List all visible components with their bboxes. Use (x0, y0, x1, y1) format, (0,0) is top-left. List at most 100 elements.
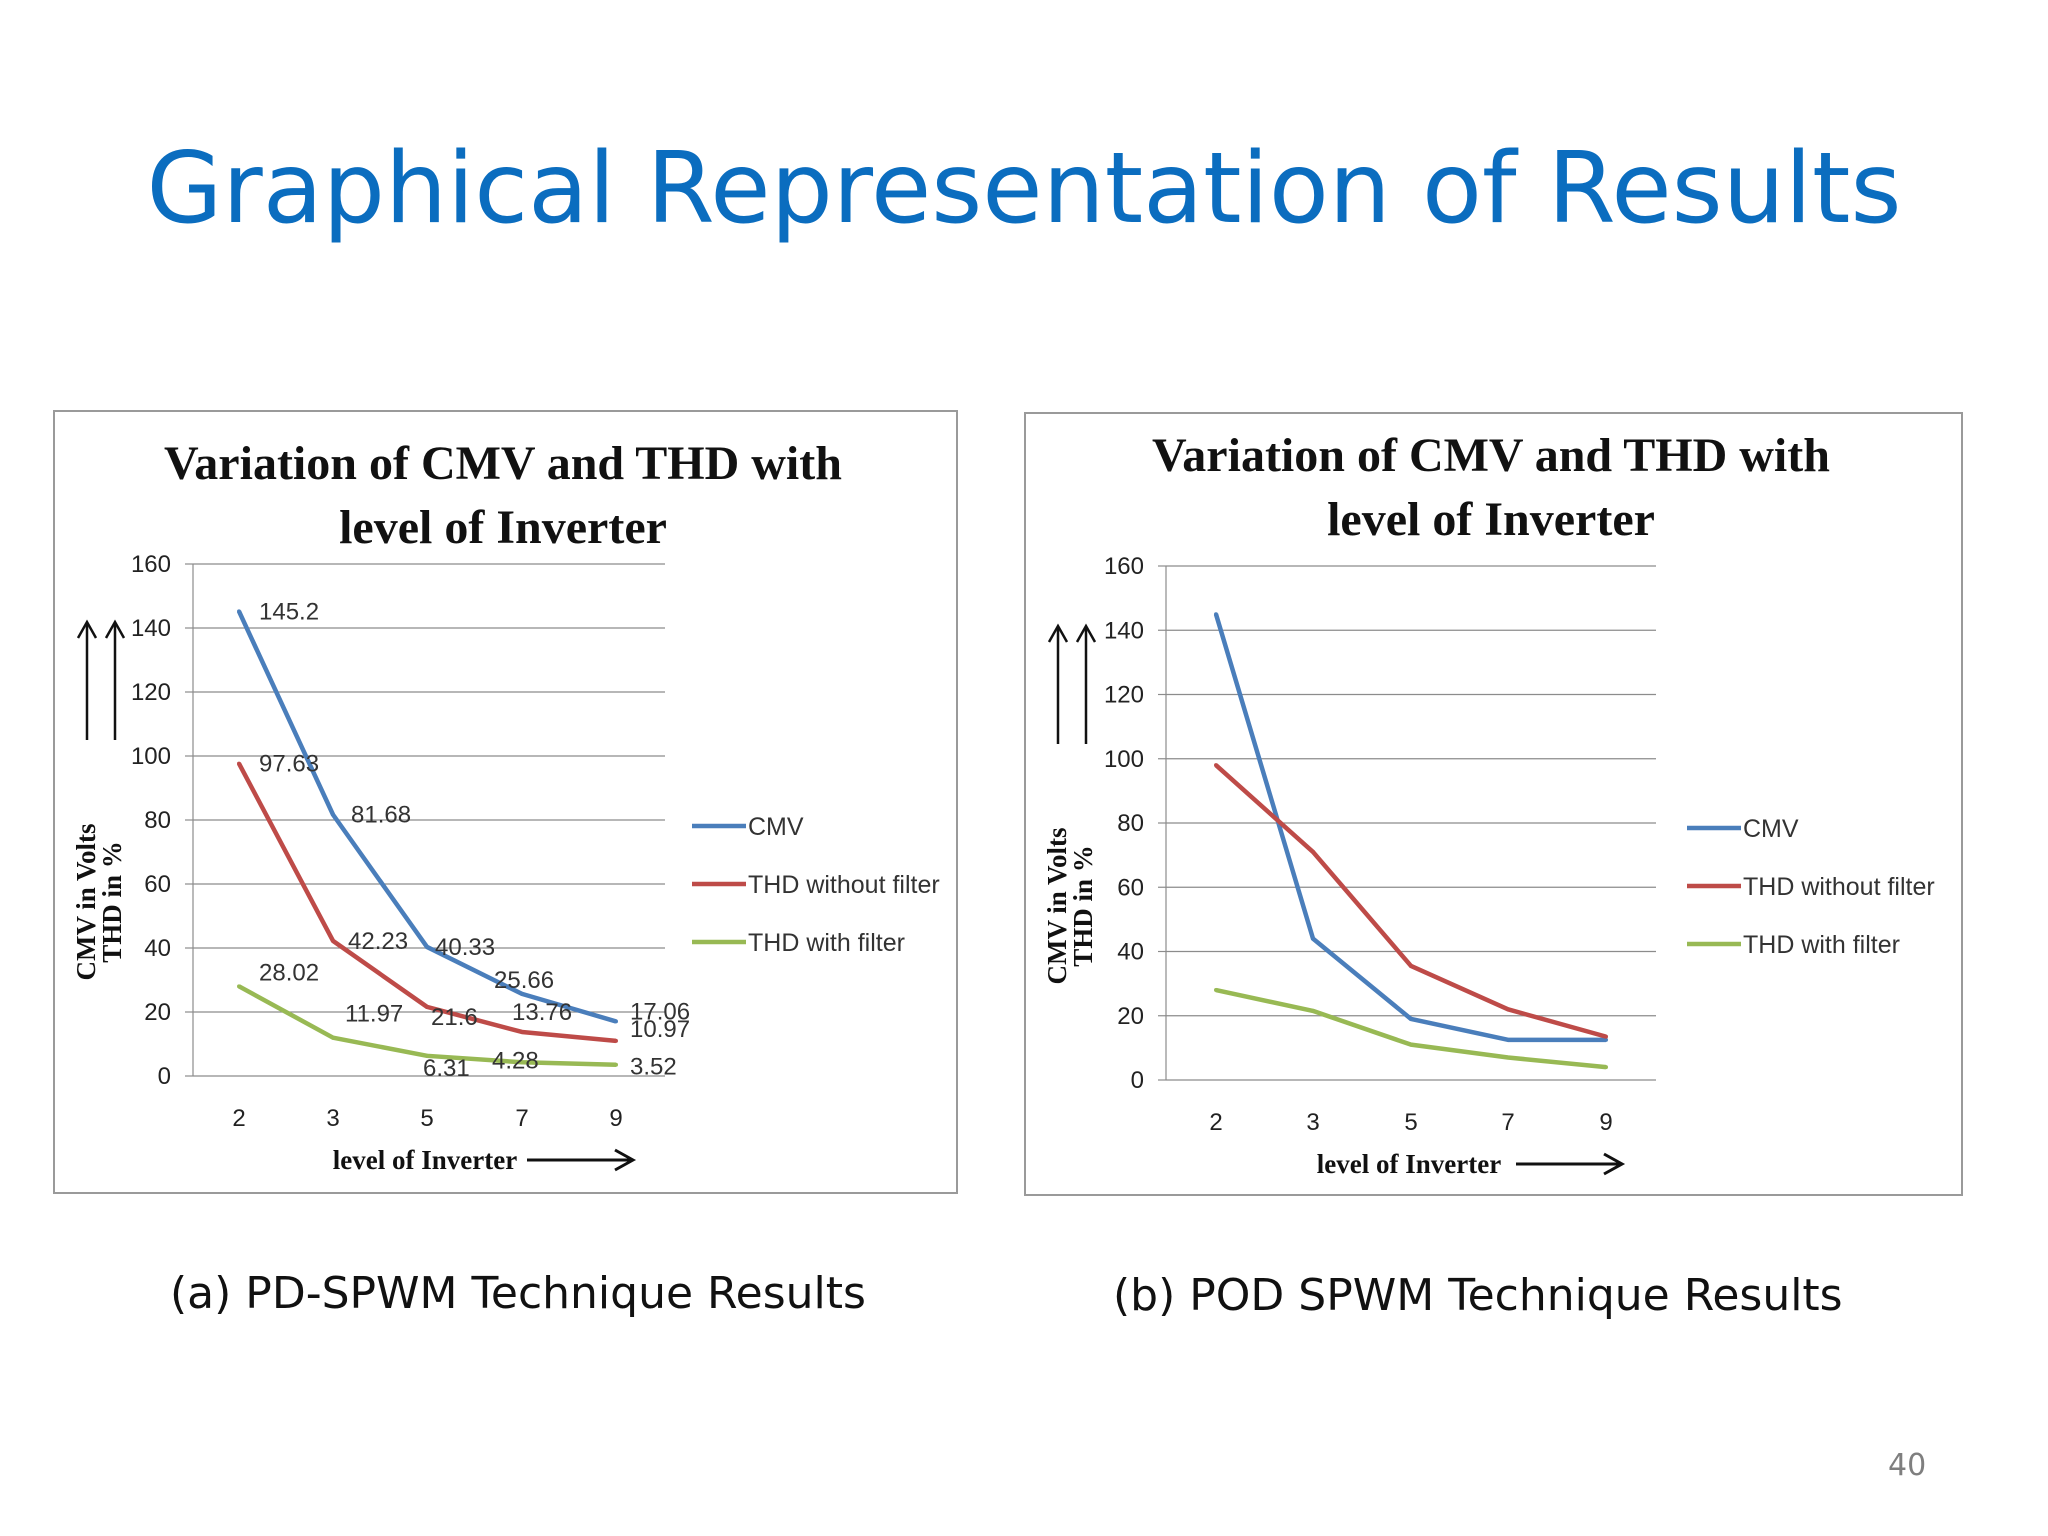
y-tick-label: 120 (131, 679, 171, 706)
chart-pod-spwm: Variation of CMV and THD with level of In… (1024, 412, 1963, 1196)
caption-pod-spwm: (b) POD SPWM Technique Results (1113, 1270, 1843, 1321)
y-tick-label: 100 (131, 743, 171, 770)
data-point-thd-without-filter (520, 1029, 524, 1034)
y-axis-arrow-head (1075, 623, 1097, 643)
legend-label-cmv: CMV (748, 813, 804, 841)
data-point-thd-without-filter (1506, 1007, 1510, 1012)
data-point-thd-with-filter (1214, 988, 1218, 993)
data-point-thd-with-filter (425, 1053, 429, 1058)
data-point-thd-without-filter (1409, 963, 1413, 968)
data-point-thd-without-filter (1214, 763, 1218, 768)
y-tick-label: 0 (158, 1063, 171, 1090)
y-axis-arrow-head (104, 619, 126, 639)
data-label-thd-with-filter: 4.28 (492, 1047, 539, 1074)
data-point-cmv (237, 609, 241, 614)
x-tick-label: 3 (1306, 1109, 1319, 1136)
chart-title-line2: level of Inverter (1327, 493, 1655, 546)
caption-pd-spwm: (a) PD-SPWM Technique Results (170, 1268, 866, 1319)
data-point-thd-with-filter (1311, 1008, 1315, 1013)
data-point-thd-with-filter (237, 984, 241, 989)
y-tick-label: 60 (1117, 874, 1144, 901)
chart-pod-spwm-svg: Variation of CMV and THD with level of In… (1042, 429, 1935, 1179)
x-tick-label: 5 (1404, 1109, 1417, 1136)
y-tick-label: 80 (1117, 810, 1144, 837)
data-label-thd-without-filter: 10.97 (630, 1016, 690, 1043)
y-axis-label-cmv: CMV in Volts (71, 823, 101, 980)
page-number: 40 (1888, 1448, 1927, 1483)
data-point-thd-without-filter (1604, 1034, 1608, 1039)
series-line-thd-with-filter (1215, 987, 1607, 1070)
y-tick-label: 140 (1104, 617, 1144, 644)
x-tick-label: 7 (515, 1105, 528, 1132)
data-label-thd-without-filter: 21.6 (431, 1004, 478, 1031)
chart-pd-spwm: Variation of CMV and THD with level of In… (53, 410, 958, 1194)
chart-title-line1: Variation of CMV and THD with (1152, 429, 1830, 482)
y-tick-label: 160 (131, 551, 171, 578)
y-tick-label: 160 (1104, 553, 1144, 580)
y-tick-label: 140 (131, 615, 171, 642)
data-label-thd-with-filter: 6.31 (423, 1055, 470, 1082)
y-tick-label: 100 (1104, 746, 1144, 773)
data-label-cmv: 17.06 (630, 998, 690, 1025)
chart-pd-spwm-svg: Variation of CMV and THD with level of In… (71, 437, 940, 1175)
legend-label-cmv: CMV (1743, 815, 1799, 843)
legend-label-thd-with-filter: THD with filter (1743, 931, 1900, 959)
data-point-thd-with-filter (614, 1062, 618, 1067)
data-point-thd-with-filter (1604, 1065, 1608, 1070)
data-point-cmv (1311, 936, 1315, 941)
y-axis-arrow-head (1047, 623, 1069, 643)
series-line-cmv (1213, 613, 1606, 1043)
x-axis-label: level of Inverter (1317, 1149, 1501, 1179)
data-point-thd-with-filter (331, 1035, 335, 1040)
y-tick-label: 20 (144, 999, 171, 1026)
data-label-cmv: 40.33 (435, 934, 495, 961)
legend-label-thd-without-filter: THD without filter (1743, 873, 1935, 901)
y-tick-label: 0 (1131, 1067, 1144, 1094)
data-point-cmv (614, 1019, 618, 1024)
x-tick-label: 9 (1599, 1109, 1612, 1136)
legend-label-thd-with-filter: THD with filter (748, 929, 905, 957)
data-label-thd-without-filter: 42.23 (348, 928, 408, 955)
x-axis-arrow-head (1603, 1152, 1626, 1176)
x-tick-label: 7 (1501, 1109, 1514, 1136)
data-label-cmv: 81.68 (351, 802, 411, 829)
x-tick-label: 2 (232, 1105, 245, 1132)
data-point-cmv (1214, 612, 1218, 617)
data-label-thd-with-filter: 3.52 (630, 1054, 677, 1081)
data-point-cmv (331, 812, 335, 817)
y-axis-arrow-head (76, 619, 98, 639)
x-axis-arrow-head (614, 1148, 637, 1172)
x-tick-label: 3 (326, 1105, 339, 1132)
y-axis-label-cmv: CMV in Volts (1042, 827, 1072, 984)
data-point-thd-without-filter (237, 761, 241, 766)
data-point-cmv (1409, 1016, 1413, 1021)
data-point-thd-without-filter (425, 1004, 429, 1009)
x-tick-label: 2 (1209, 1109, 1222, 1136)
data-point-thd-with-filter (1409, 1042, 1413, 1047)
data-point-thd-with-filter (1506, 1055, 1510, 1060)
data-label-cmv: 145.2 (259, 598, 319, 625)
y-tick-label: 60 (144, 871, 171, 898)
legend-label-thd-without-filter: THD without filter (748, 871, 940, 899)
data-point-cmv (520, 991, 524, 996)
chart-title-line2: level of Inverter (339, 501, 667, 554)
data-point-thd-with-filter (520, 1060, 524, 1065)
data-label-thd-without-filter: 13.76 (512, 999, 572, 1026)
y-tick-label: 80 (144, 807, 171, 834)
y-tick-label: 20 (1117, 1003, 1144, 1030)
data-label-cmv: 25.66 (494, 967, 554, 994)
data-label-thd-with-filter: 11.97 (345, 1001, 403, 1028)
y-axis-label-thd: THD in % (1068, 845, 1098, 967)
data-point-thd-without-filter (614, 1038, 618, 1043)
chart-title-line1: Variation of CMV and THD with (164, 437, 842, 490)
y-tick-label: 120 (1104, 682, 1144, 709)
data-point-cmv (425, 944, 429, 949)
x-tick-label: 5 (420, 1105, 433, 1132)
slide-title: Graphical Representation of Results (146, 132, 1902, 246)
y-axis-label-thd: THD in % (97, 841, 127, 963)
data-point-cmv (1604, 1037, 1608, 1042)
data-point-thd-without-filter (1311, 849, 1315, 854)
data-label-thd-without-filter: 97.63 (259, 751, 319, 778)
x-tick-label: 9 (609, 1105, 622, 1132)
data-label-thd-with-filter: 28.02 (259, 959, 319, 986)
